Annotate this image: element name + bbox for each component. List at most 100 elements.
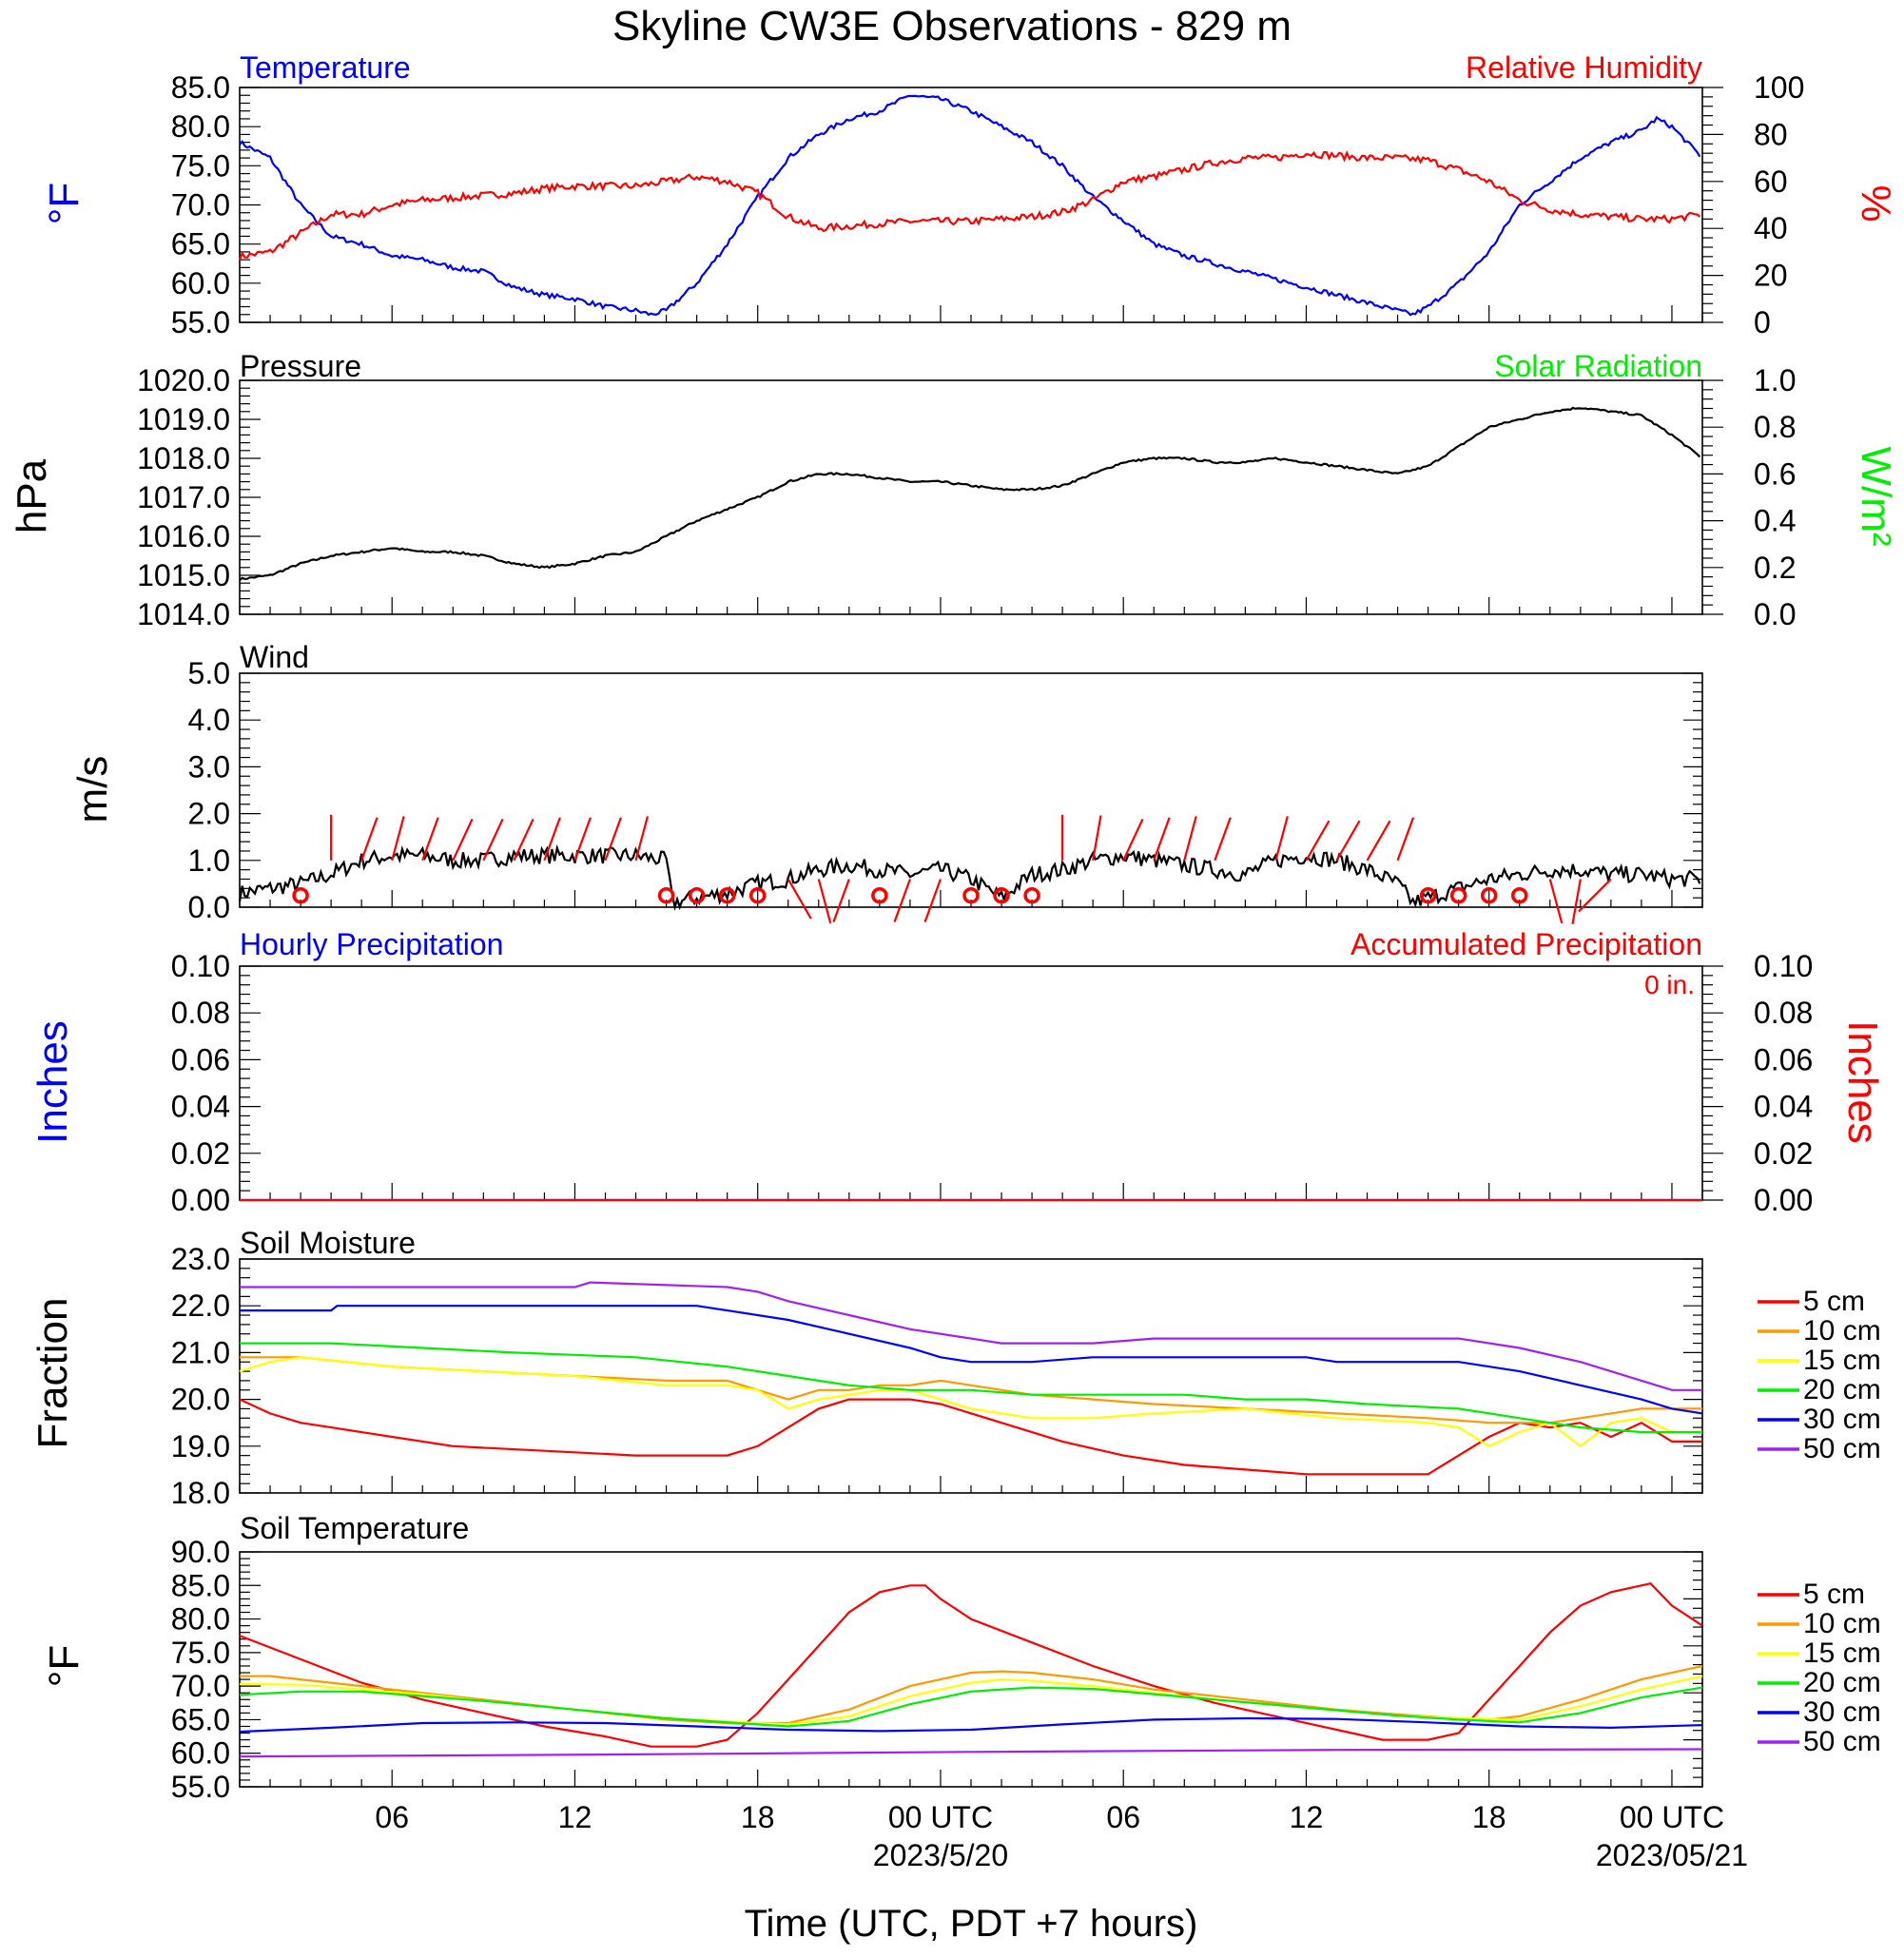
precip-right-tick-label: 0.10 <box>1754 949 1813 983</box>
soil_moisture-legend-label: 30 cm <box>1803 1404 1881 1435</box>
precip-left-tick-label: 0.10 <box>171 949 230 983</box>
wind-direction-staff <box>1183 816 1197 862</box>
wind-calm-marker <box>1480 886 1498 904</box>
wind-series-wind <box>238 843 1701 912</box>
soil_moisture-left-tick-label: 18.0 <box>171 1476 230 1510</box>
soil_temp-left-tick-label: 70.0 <box>171 1669 230 1703</box>
wind-unit: m/s <box>69 756 116 823</box>
x-tick-label: 06 <box>375 1800 409 1834</box>
temp_rh-right-tick-label: 20 <box>1754 259 1788 293</box>
rh-unit: % <box>1853 184 1899 222</box>
x-tick-label: 00 UTC <box>888 1800 993 1834</box>
wind-direction-staff <box>421 817 439 862</box>
pressure-right-tick-label: 0.6 <box>1754 456 1796 491</box>
temp_rh-series-temperature <box>239 94 1701 317</box>
soil_temp-left-tick-label: 60.0 <box>171 1736 230 1771</box>
soil_temp-series-5-cm <box>239 1581 1703 1748</box>
soil_temp-series-20-cm <box>239 1686 1703 1728</box>
soil_moisture-left-tick-label: 22.0 <box>171 1289 230 1323</box>
soil-moisture-unit: Fraction <box>29 1298 76 1449</box>
temp_rh-plot-frame <box>239 87 1703 323</box>
wind-calm-marker <box>1419 886 1437 904</box>
panel-soil-temp: Soil Temperature °F <box>41 1511 469 1687</box>
soil_temp-series-15-cm <box>239 1675 1703 1726</box>
wind-direction-staff <box>1571 879 1582 924</box>
soil-temp-unit: °F <box>41 1645 87 1687</box>
soil_moisture-left-tick-label: 19.0 <box>171 1429 230 1463</box>
wind-calm-marker <box>871 886 888 904</box>
pressure-title: Pressure <box>240 349 361 383</box>
x-date-label: 2023/5/20 <box>873 1838 1008 1872</box>
wind-left-tick-label: 3.0 <box>188 749 230 784</box>
pressure-left-tick-label: 1014.0 <box>137 597 230 631</box>
wind-left-tick-label: 4.0 <box>188 703 230 737</box>
soil_temp-left-tick-label: 55.0 <box>171 1770 230 1804</box>
wind-direction-staff <box>452 818 474 862</box>
precip-left-tick-label: 0.06 <box>171 1042 230 1076</box>
pressure-unit: hPa <box>9 458 55 533</box>
wind-calm-marker <box>993 886 1010 904</box>
temp_rh-series-relative-humidity <box>238 149 1701 261</box>
wind-direction-staff <box>604 817 622 862</box>
wind-left-tick-label: 2.0 <box>188 797 230 831</box>
panel-pressure: Pressure Solar Radiation hPa W/m² <box>9 349 1899 547</box>
pressure-right-tick-label: 0.2 <box>1754 551 1796 585</box>
wind-direction-staff <box>1092 815 1102 861</box>
precip-right-tick-label: 0.04 <box>1754 1090 1813 1124</box>
temp_rh-left-tick-label: 80.0 <box>171 109 230 144</box>
panel-temp-rh: Temperature Relative Humidity °F % <box>41 50 1899 224</box>
wind-direction-staff <box>513 818 534 862</box>
pressure-right-tick-label: 1.0 <box>1754 363 1796 397</box>
pressure-plot-frame <box>239 379 1703 615</box>
soil_moisture-series-30-cm <box>240 1305 1703 1415</box>
soil_moisture-legend-label: 5 cm <box>1803 1286 1865 1317</box>
precip-left-tick-label: 0.08 <box>171 996 230 1030</box>
x-tick-label: 12 <box>1290 1800 1324 1834</box>
wind-direction-staff <box>1396 817 1415 862</box>
precip-left-tick-label: 0.00 <box>171 1183 230 1217</box>
rh-title: Relative Humidity <box>1466 50 1702 85</box>
temp-title: Temperature <box>240 50 411 85</box>
accum-precip-unit: Inches <box>1839 1020 1886 1144</box>
wind-direction-staff <box>1305 820 1331 862</box>
soil_temp-left-tick-label: 85.0 <box>171 1568 230 1602</box>
wind-direction-staff <box>391 816 405 862</box>
soil_moisture-series-5-cm <box>239 1398 1702 1476</box>
wind-direction-staff <box>787 878 812 920</box>
temp_rh-left-tick-label: 65.0 <box>171 227 230 262</box>
temp_rh-right-tick-label: 40 <box>1754 211 1788 245</box>
temp-unit: °F <box>41 183 87 224</box>
wind-direction-staff <box>1153 817 1171 862</box>
wind-direction-staff <box>893 879 911 922</box>
soil_temp-left-tick-label: 75.0 <box>171 1636 230 1670</box>
soil_temp-series-10-cm <box>240 1664 1703 1725</box>
temp_rh-left-tick-label: 75.0 <box>171 148 230 183</box>
wind-direction-staff <box>817 879 832 924</box>
wind-direction-staff <box>360 817 379 862</box>
pressure-right-tick-label: 0.4 <box>1754 504 1796 538</box>
wind-direction-staff <box>573 817 592 862</box>
wind-left-tick-label: 1.0 <box>188 843 230 878</box>
temp_rh-right-tick-label: 80 <box>1754 117 1788 151</box>
x-tick-label: 06 <box>1106 1800 1140 1834</box>
wind-direction-staff <box>482 818 504 862</box>
precip-right-tick-label: 0.02 <box>1754 1136 1813 1171</box>
x-axis-label: Time (UTC, PDT +7 hours) <box>745 1903 1198 1945</box>
temp_rh-right-tick-label: 100 <box>1754 70 1804 105</box>
pressure-left-tick-label: 1018.0 <box>137 441 230 475</box>
soil_temp-series-30-cm <box>239 1716 1703 1734</box>
soil_temp-left-tick-label: 65.0 <box>171 1702 230 1736</box>
wind-direction-staff <box>1578 878 1612 913</box>
soil_moisture-legend-label: 10 cm <box>1803 1315 1881 1347</box>
pressure-series-pressure <box>239 406 1701 581</box>
wind-calm-marker <box>657 886 675 904</box>
wind-calm-marker <box>748 886 767 904</box>
soil_moisture-series-20-cm <box>240 1342 1702 1434</box>
soil_temp-legend-label: 15 cm <box>1803 1637 1881 1669</box>
wind-direction-staff <box>543 817 561 862</box>
wind-direction-staff <box>1366 820 1391 862</box>
hourly-precip-unit: Inches <box>29 1020 76 1144</box>
temp_rh-left-tick-label: 60.0 <box>171 266 230 300</box>
wind-calm-marker <box>292 886 309 904</box>
